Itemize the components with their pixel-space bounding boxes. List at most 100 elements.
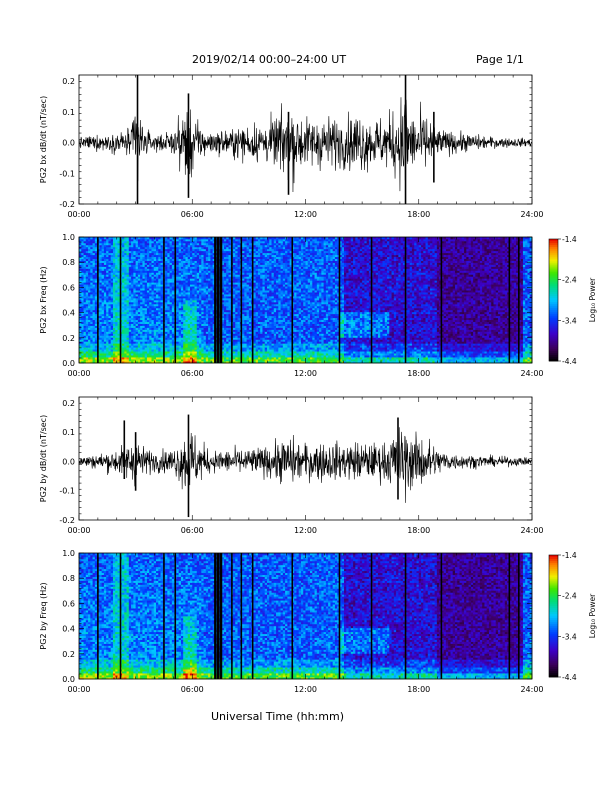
x-tick-label: 06:00 [181, 369, 204, 378]
x-tick-label: 24:00 [520, 369, 543, 378]
y-axis-label: PG2 by Freq (Hz) [39, 582, 48, 649]
colorbar-tick-label: -2.4 [562, 276, 577, 285]
x-tick-label: 24:00 [520, 210, 543, 219]
data-gap [291, 553, 294, 679]
panel-2: -1.4 -2.4 -3.4 -4.4 Log₁₀ Power 00:00 06:00 12:… [39, 233, 597, 378]
data-gap [508, 553, 511, 679]
y-axis-label: PG2 bx dB/dt (nT/sec) [39, 96, 48, 183]
x-tick-label: 24:00 [520, 526, 543, 535]
data-gap [508, 237, 511, 363]
x-tick-label: 18:00 [407, 210, 430, 219]
data-gap [291, 237, 294, 363]
y-tick-label: 0.2 [62, 334, 75, 343]
data-gap [214, 553, 217, 679]
colorbar-label: Log₁₀ Power [588, 593, 597, 638]
data-gap [163, 553, 165, 679]
colorbar-tick-label: -4.4 [562, 357, 577, 366]
data-gap [163, 237, 165, 363]
y-tick-label: 0.6 [62, 283, 75, 292]
y-tick-label: 1.0 [62, 549, 75, 558]
y-tick-label: 0.2 [62, 650, 75, 659]
data-gap [231, 553, 233, 679]
x-axis-label: Universal Time (hh:mm) [211, 710, 344, 723]
y-tick-label: -0.2 [59, 200, 75, 209]
data-gap [251, 553, 254, 679]
data-gap [174, 237, 177, 363]
colorbar-tick-label: -3.4 [562, 632, 577, 641]
x-tick-label: 00:00 [67, 210, 90, 219]
panel-1: 00:00 06:00 12:00 18:00 24:00 -0.2 -0.1 0.0 0.1 0… [39, 74, 544, 219]
data-gap [338, 553, 341, 679]
x-tick-label: 12:00 [294, 526, 317, 535]
y-tick-label: 0.2 [62, 77, 75, 86]
colorbar-tick-label: -2.4 [562, 592, 577, 601]
y-tick-label: -0.1 [59, 487, 75, 496]
signal-trace [78, 427, 533, 503]
data-gap [370, 237, 373, 363]
data-gap [97, 553, 99, 679]
data-gap [119, 237, 122, 363]
x-tick-label: 12:00 [294, 685, 317, 694]
x-tick-label: 24:00 [520, 685, 543, 694]
x-tick-label: 00:00 [67, 369, 90, 378]
x-tick-label: 00:00 [67, 685, 90, 694]
colorbar-tick-label: -3.4 [562, 316, 577, 325]
colorbar: -1.4 -2.4 -3.4 -4.4 Log₁₀ Power [548, 551, 597, 682]
colorbar: -1.4 -2.4 -3.4 -4.4 Log₁₀ Power [548, 235, 597, 366]
x-tick-label: 00:00 [67, 526, 90, 535]
page-title: 2019/02/14 00:00–24:00 UT [192, 53, 346, 66]
y-tick-label: 0.8 [62, 258, 75, 267]
data-gap [231, 237, 233, 363]
y-axis-label: PG2 bx Freq (Hz) [39, 266, 48, 333]
y-tick-label: -0.2 [59, 516, 75, 525]
x-tick-label: 18:00 [407, 369, 430, 378]
panel-3: 00:00 06:00 12:00 18:00 24:00 -0.2 -0.1 0.0 0.1 0… [39, 396, 544, 535]
y-tick-label: 0.1 [62, 428, 75, 437]
x-tick-label: 18:00 [407, 526, 430, 535]
y-tick-label: 1.0 [62, 233, 75, 242]
x-tick-label: 06:00 [181, 210, 204, 219]
data-gap [119, 553, 122, 679]
x-tick-label: 06:00 [181, 526, 204, 535]
data-gap [517, 237, 520, 363]
data-gap [97, 237, 99, 363]
data-gap [240, 553, 243, 679]
data-gap [251, 237, 254, 363]
y-tick-label: 0.0 [62, 359, 75, 368]
data-gap [214, 237, 217, 363]
data-gap [219, 553, 223, 679]
colorbar-tick-label: -1.4 [562, 235, 577, 244]
y-axis-label: PG2 by dB/dt (nT/sec) [39, 415, 48, 502]
colorbar-tick-label: -4.4 [562, 673, 577, 682]
data-gap [338, 237, 341, 363]
x-tick-label: 06:00 [181, 685, 204, 694]
y-tick-label: 0.1 [62, 108, 75, 117]
signal-trace [78, 97, 533, 193]
y-tick-label: 0.0 [62, 457, 75, 466]
y-tick-label: 0.4 [62, 625, 75, 634]
data-gap [240, 237, 243, 363]
colorbar-label: Log₁₀ Power [588, 277, 597, 322]
y-tick-label: 0.4 [62, 309, 75, 318]
data-gap [370, 553, 373, 679]
data-gap [404, 237, 407, 363]
data-gap [216, 553, 220, 679]
y-tick-label: -0.1 [59, 169, 75, 178]
y-tick-label: 0.2 [62, 399, 75, 408]
data-gap [174, 553, 177, 679]
data-gap [404, 553, 407, 679]
x-tick-label: 18:00 [407, 685, 430, 694]
x-tick-label: 12:00 [294, 369, 317, 378]
y-tick-label: 0.6 [62, 599, 75, 608]
data-gap [219, 237, 223, 363]
data-gap [517, 553, 520, 679]
colorbar-tick-label: -1.4 [562, 551, 577, 560]
panel-4: -1.4 -2.4 -3.4 -4.4 Log₁₀ Power 00:00 06:00 12:… [39, 549, 597, 694]
y-tick-label: 0.8 [62, 574, 75, 583]
data-gap [440, 553, 443, 679]
data-gap [216, 237, 220, 363]
y-tick-label: 0.0 [62, 675, 75, 684]
x-tick-label: 12:00 [294, 210, 317, 219]
y-tick-label: 0.0 [62, 139, 75, 148]
